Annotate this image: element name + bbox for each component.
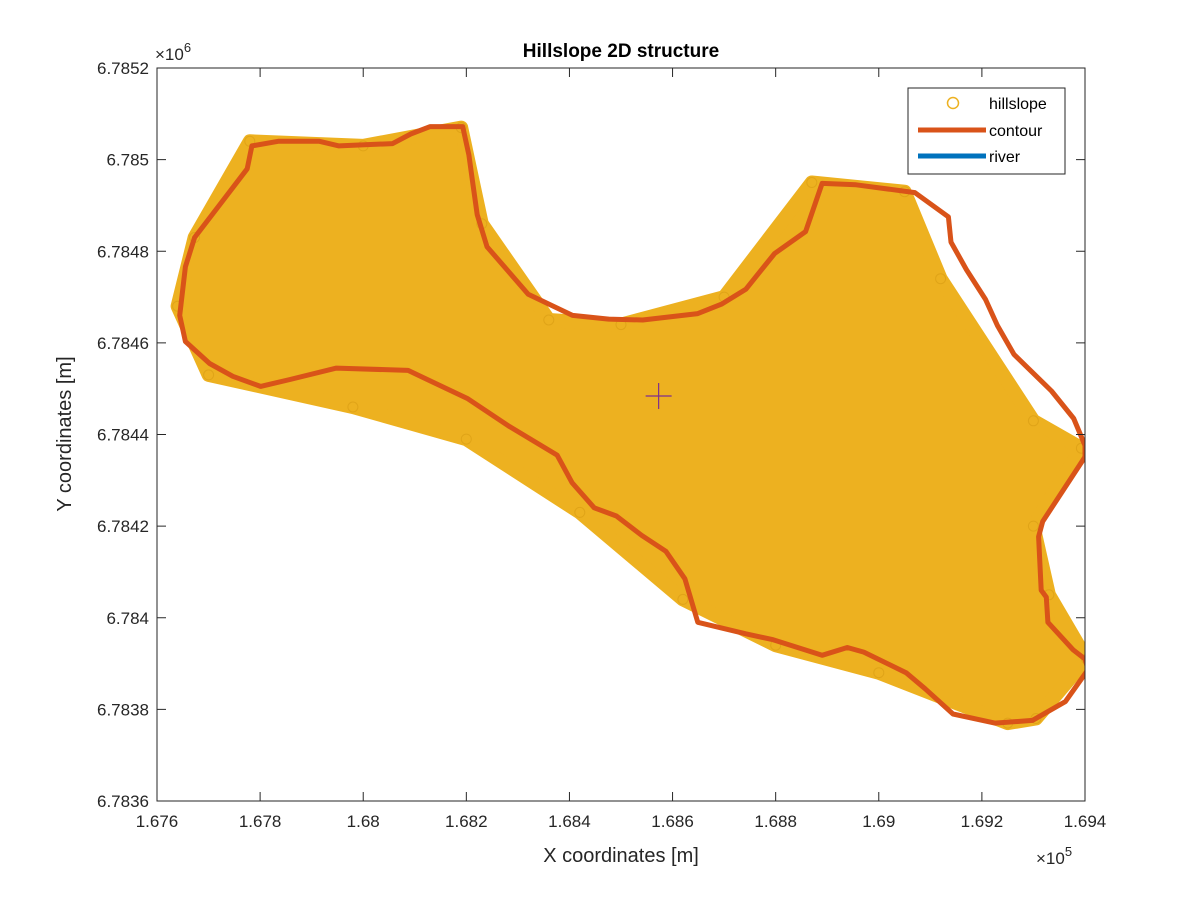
y-tick-label: 6.7846 [97,334,149,353]
hillslope-point [1027,520,1039,532]
x-exponent-base: ×10 [1036,849,1065,868]
y-axis-label: Y coordinates [m] [54,356,76,511]
contour-line [177,124,1085,726]
x-exponent: ×105 [1036,844,1072,868]
y-exponent-base: ×10 [155,45,184,64]
x-tick-label: 1.692 [961,812,1004,831]
legend-contour-label: contour [989,123,1043,140]
x-tick-label: 1.688 [754,812,797,831]
y-tick-label: 6.7836 [97,792,149,811]
legend-river-label: river [989,149,1021,166]
hillslope-point [1027,415,1039,427]
x-axis-ticks: 1.676 1.678 1.68 1.682 1.684 1.686 1.688 1.69 1.… [136,68,1107,831]
svg-text:×106: ×106 [155,40,191,64]
y-exponent: ×106 [155,40,191,64]
contour-series [177,124,1085,726]
hillslope-point [873,667,885,679]
legend-hillslope-label: hillslope [989,96,1047,113]
x-axis-label: X coordinates [m] [543,845,699,867]
y-tick-label: 6.7848 [97,242,149,261]
chart-title: Hillslope 2D structure [523,41,719,62]
x-tick-label: 1.676 [136,812,179,831]
y-tick-label: 6.7842 [97,517,149,536]
hillslope-point [574,506,586,518]
hillslope-point [460,433,472,445]
x-tick-label: 1.69 [862,812,895,831]
svg-text:×105: ×105 [1036,844,1072,868]
x-tick-label: 1.684 [548,812,591,831]
legend: hillslope contour river [907,87,1066,175]
y-tick-label: 6.7844 [97,426,149,445]
hillslope-point [806,177,818,188]
hillslope-point [347,401,359,413]
hillslope-point [543,314,555,326]
centroid-plus-marker [645,383,672,410]
x-tick-label: 1.686 [651,812,694,831]
hillslope-point [677,593,689,605]
x-tick-label: 1.68 [347,812,380,831]
legend-hillslope-marker-icon [946,96,960,110]
x-tick-label: 1.678 [239,812,282,831]
hillslope-point [203,369,215,381]
y-exponent-power: 6 [184,40,191,55]
x-tick-label: 1.694 [1064,812,1107,831]
hillslope-series [170,120,1085,731]
x-tick-label: 1.682 [445,812,488,831]
y-axis-ticks: 6.7836 6.7838 6.784 6.7842 6.7844 6.7846 6.784… [97,59,1085,811]
y-tick-label: 6.785 [106,151,149,170]
hillslope-point [935,273,947,285]
y-tick-label: 6.784 [106,609,149,628]
y-tick-label: 6.7852 [97,59,149,78]
y-tick-label: 6.7838 [97,700,149,719]
x-exponent-power: 5 [1065,844,1072,859]
centroid-layer [645,383,672,410]
